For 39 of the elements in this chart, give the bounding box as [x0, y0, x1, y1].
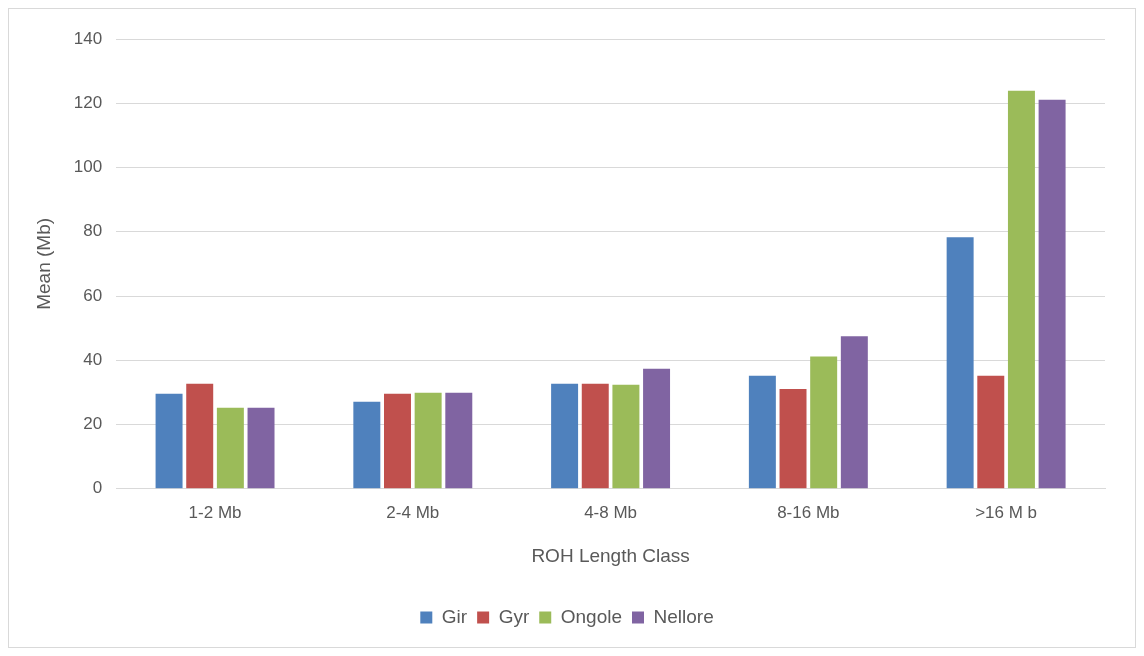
bar — [384, 393, 411, 489]
y-tick-label: 60 — [83, 285, 103, 305]
legend-label: Gir — [441, 605, 468, 627]
y-tick-label: 20 — [83, 414, 103, 434]
legend-label: Gyr — [498, 605, 530, 627]
y-tick-label: 140 — [73, 28, 103, 48]
bar — [186, 383, 214, 489]
y-tick-label: 40 — [83, 349, 103, 369]
x-axis-title: ROH Length Class — [531, 544, 690, 566]
bar — [1038, 99, 1066, 489]
y-tick-label: 120 — [73, 92, 103, 112]
y-tick-label: 0 — [92, 478, 103, 498]
bar — [612, 384, 640, 489]
bar — [748, 375, 776, 489]
y-tick-label: 100 — [73, 157, 103, 177]
legend-label: Ongole — [560, 605, 623, 627]
x-tick-label: 4-8 Mb — [584, 502, 638, 522]
x-tick-label: >16 M b — [975, 502, 1038, 522]
bar — [643, 368, 671, 489]
bar — [977, 375, 1005, 489]
y-axis-title: Mean (Mb) — [32, 217, 54, 310]
bar — [946, 237, 974, 489]
bar — [247, 407, 275, 489]
bar — [581, 383, 609, 489]
y-tick-label: 80 — [83, 221, 103, 241]
bar — [216, 407, 244, 489]
x-tick-label: 2-4 Mb — [386, 502, 440, 522]
bar — [840, 336, 868, 489]
bar — [1007, 90, 1035, 489]
legend-label: Nellore — [653, 605, 714, 627]
x-tick-label: 1-2 Mb — [188, 502, 242, 522]
bar — [445, 392, 473, 489]
bar — [353, 401, 381, 489]
bar — [551, 383, 579, 489]
bar — [779, 388, 807, 489]
x-tick-label: 8-16 Mb — [777, 502, 840, 522]
bar — [810, 356, 838, 489]
bar — [414, 392, 442, 489]
bar — [155, 393, 183, 489]
